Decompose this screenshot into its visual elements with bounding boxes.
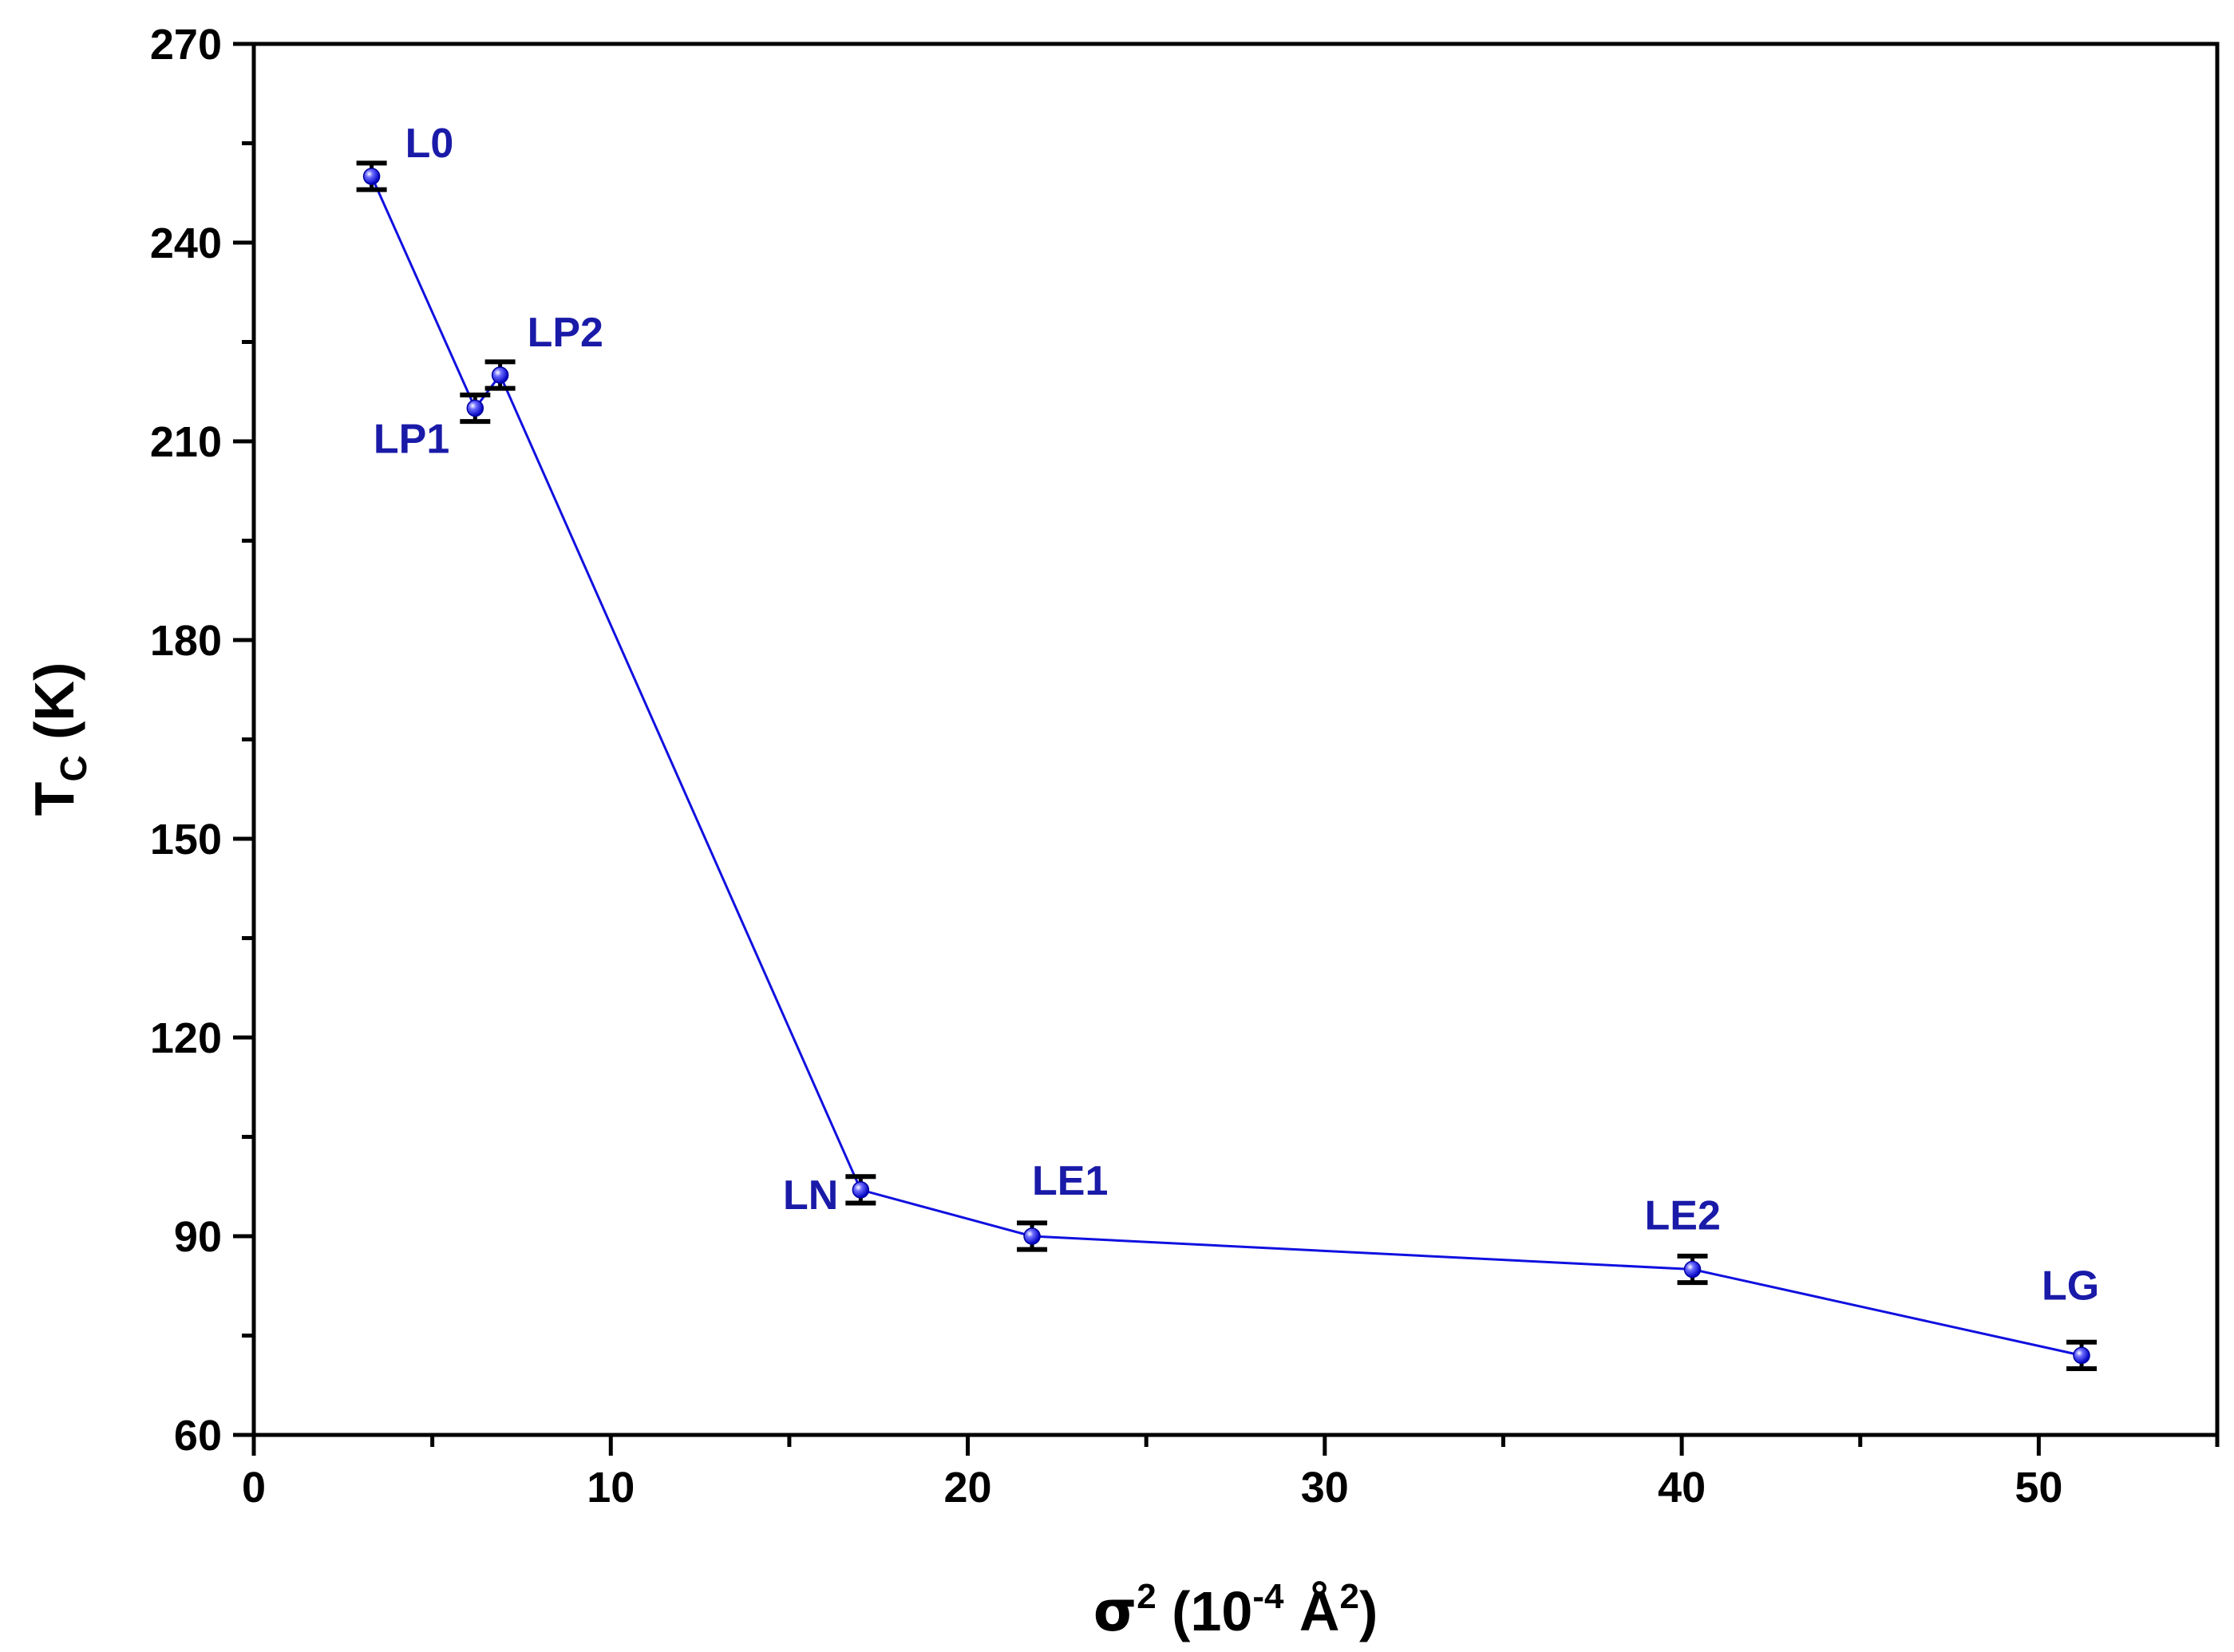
axis-ticks xyxy=(233,41,2220,1456)
point-marker xyxy=(852,1181,870,1199)
x-axis-title-unit-sup: 2 xyxy=(1339,1577,1358,1616)
y-tick-label: 210 xyxy=(150,418,222,466)
data-point: LE1 xyxy=(1017,1158,1108,1252)
data-point: L0 xyxy=(356,121,454,192)
y-tick-label: 150 xyxy=(150,816,222,864)
x-axis-title-unit: Å xyxy=(1283,1580,1339,1642)
series-line xyxy=(370,176,2082,1357)
y-tick-label: 90 xyxy=(174,1213,222,1261)
axis-tick-labels: 0 10 20 30 40 50 60 90 120 150 180 210 240 270 xyxy=(150,21,2063,1512)
x-axis-title-symbol: σ xyxy=(1093,1579,1137,1644)
point-marker xyxy=(1023,1227,1041,1245)
y-tick-label: 270 xyxy=(150,21,222,69)
x-tick-label: 40 xyxy=(1658,1464,1706,1512)
y-tick-label: 120 xyxy=(150,1014,222,1062)
y-axis-title-unit: (K) xyxy=(23,662,85,756)
data-point: LG xyxy=(2042,1263,2099,1371)
point-label: LG xyxy=(2042,1263,2099,1309)
point-marker xyxy=(491,366,509,384)
data-layer: L0 LP1 LP2 LN LE1 LE2 LG xyxy=(356,121,2099,1371)
point-marker xyxy=(466,399,484,417)
x-tick-label: 50 xyxy=(2015,1464,2062,1512)
y-tick-label: 180 xyxy=(150,617,222,665)
point-marker xyxy=(2073,1346,2090,1365)
data-point: LE2 xyxy=(1645,1193,1721,1286)
plot-frame xyxy=(251,41,2220,1437)
x-axis-title-suffix: ) xyxy=(1359,1580,1378,1642)
point-label: L0 xyxy=(405,121,454,167)
y-axis-title: TC (K) xyxy=(23,662,94,816)
point-label: LP1 xyxy=(374,417,449,463)
x-tick-label: 0 xyxy=(242,1464,266,1512)
x-tick-label: 10 xyxy=(587,1464,635,1512)
y-axis-title-sub: C xyxy=(53,755,94,781)
point-label: LN xyxy=(783,1172,838,1219)
y-tick-label: 60 xyxy=(174,1412,222,1460)
point-label: LE1 xyxy=(1032,1158,1108,1204)
x-axis-title-sup: 2 xyxy=(1137,1577,1156,1616)
y-axis-title-main: T xyxy=(23,782,85,816)
point-label: LE2 xyxy=(1645,1193,1721,1239)
x-axis-title: σ2 (10-4 Å2) xyxy=(1093,1577,1378,1644)
data-point: LP2 xyxy=(484,310,603,391)
x-tick-label: 20 xyxy=(944,1464,992,1512)
x-axis-title-prefix: (10 xyxy=(1157,1580,1253,1642)
point-label: LP2 xyxy=(528,310,603,356)
data-point: LP1 xyxy=(374,392,491,463)
data-point: LN xyxy=(783,1172,876,1219)
y-tick-label: 240 xyxy=(150,219,222,267)
x-tick-label: 30 xyxy=(1301,1464,1349,1512)
point-marker xyxy=(1683,1260,1702,1279)
point-marker xyxy=(362,168,381,185)
x-axis-title-exp: -4 xyxy=(1252,1577,1284,1616)
